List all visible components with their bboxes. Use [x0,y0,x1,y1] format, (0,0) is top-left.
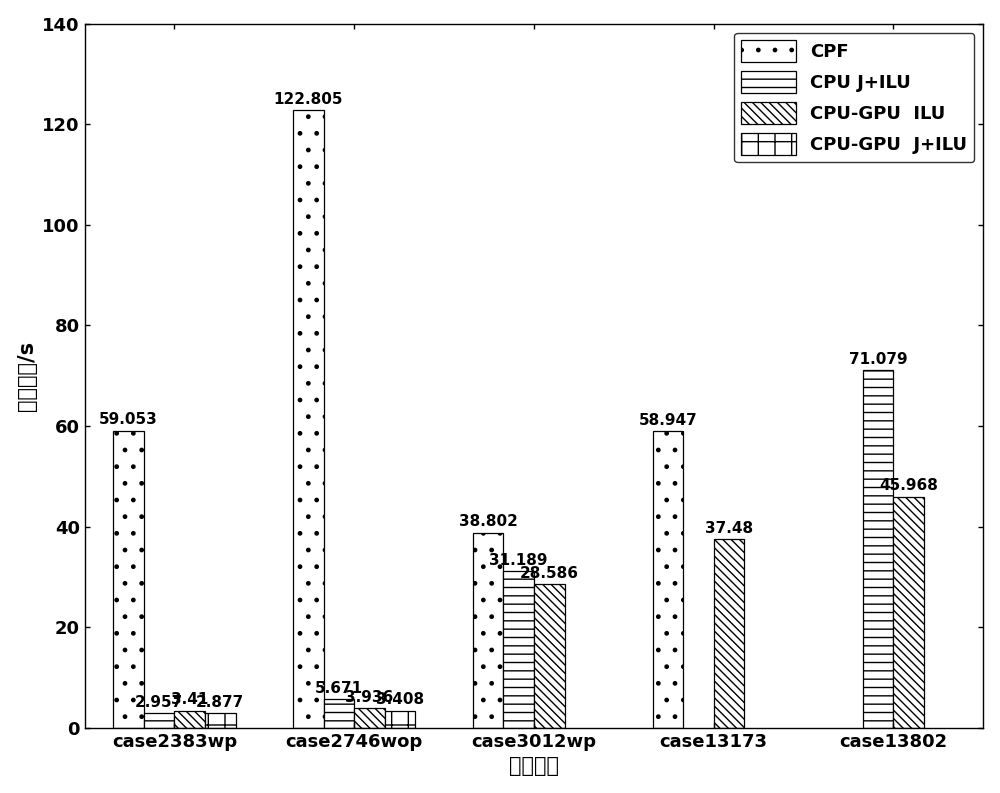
Text: 2.957: 2.957 [135,695,183,710]
Bar [653,431,683,728]
Bar [205,714,236,728]
Text: 28.586: 28.586 [520,565,579,580]
Y-axis label: 运行时间/s: 运行时间/s [17,341,37,411]
Bar [354,708,385,728]
Text: 38.802: 38.802 [459,514,518,529]
Bar [293,110,324,728]
X-axis label: 测试系统: 测试系统 [509,757,559,776]
Text: 58.947: 58.947 [638,413,697,428]
Text: 3.936: 3.936 [345,690,394,705]
Bar [863,370,893,728]
Text: 37.48: 37.48 [705,521,753,536]
Bar [113,431,144,728]
Text: 2.877: 2.877 [196,695,244,710]
Bar [503,571,534,728]
Text: 122.805: 122.805 [274,92,343,106]
Bar [534,584,565,728]
Text: 71.079: 71.079 [849,352,907,367]
Text: 45.968: 45.968 [879,478,938,493]
Bar [144,713,174,728]
Bar [174,711,205,728]
Bar [385,711,415,728]
Bar [893,496,924,728]
Bar [473,533,503,728]
Text: 3.408: 3.408 [376,692,424,707]
Text: 5.671: 5.671 [315,681,363,696]
Text: 31.189: 31.189 [489,553,548,568]
Text: 59.053: 59.053 [99,412,158,427]
Legend: CPF, CPU J+ILU, CPU-GPU  ILU, CPU-GPU  J+ILU: CPF, CPU J+ILU, CPU-GPU ILU, CPU-GPU J+I… [734,33,974,163]
Bar [324,699,354,728]
Bar [714,539,744,728]
Text: 3.41: 3.41 [171,692,208,707]
